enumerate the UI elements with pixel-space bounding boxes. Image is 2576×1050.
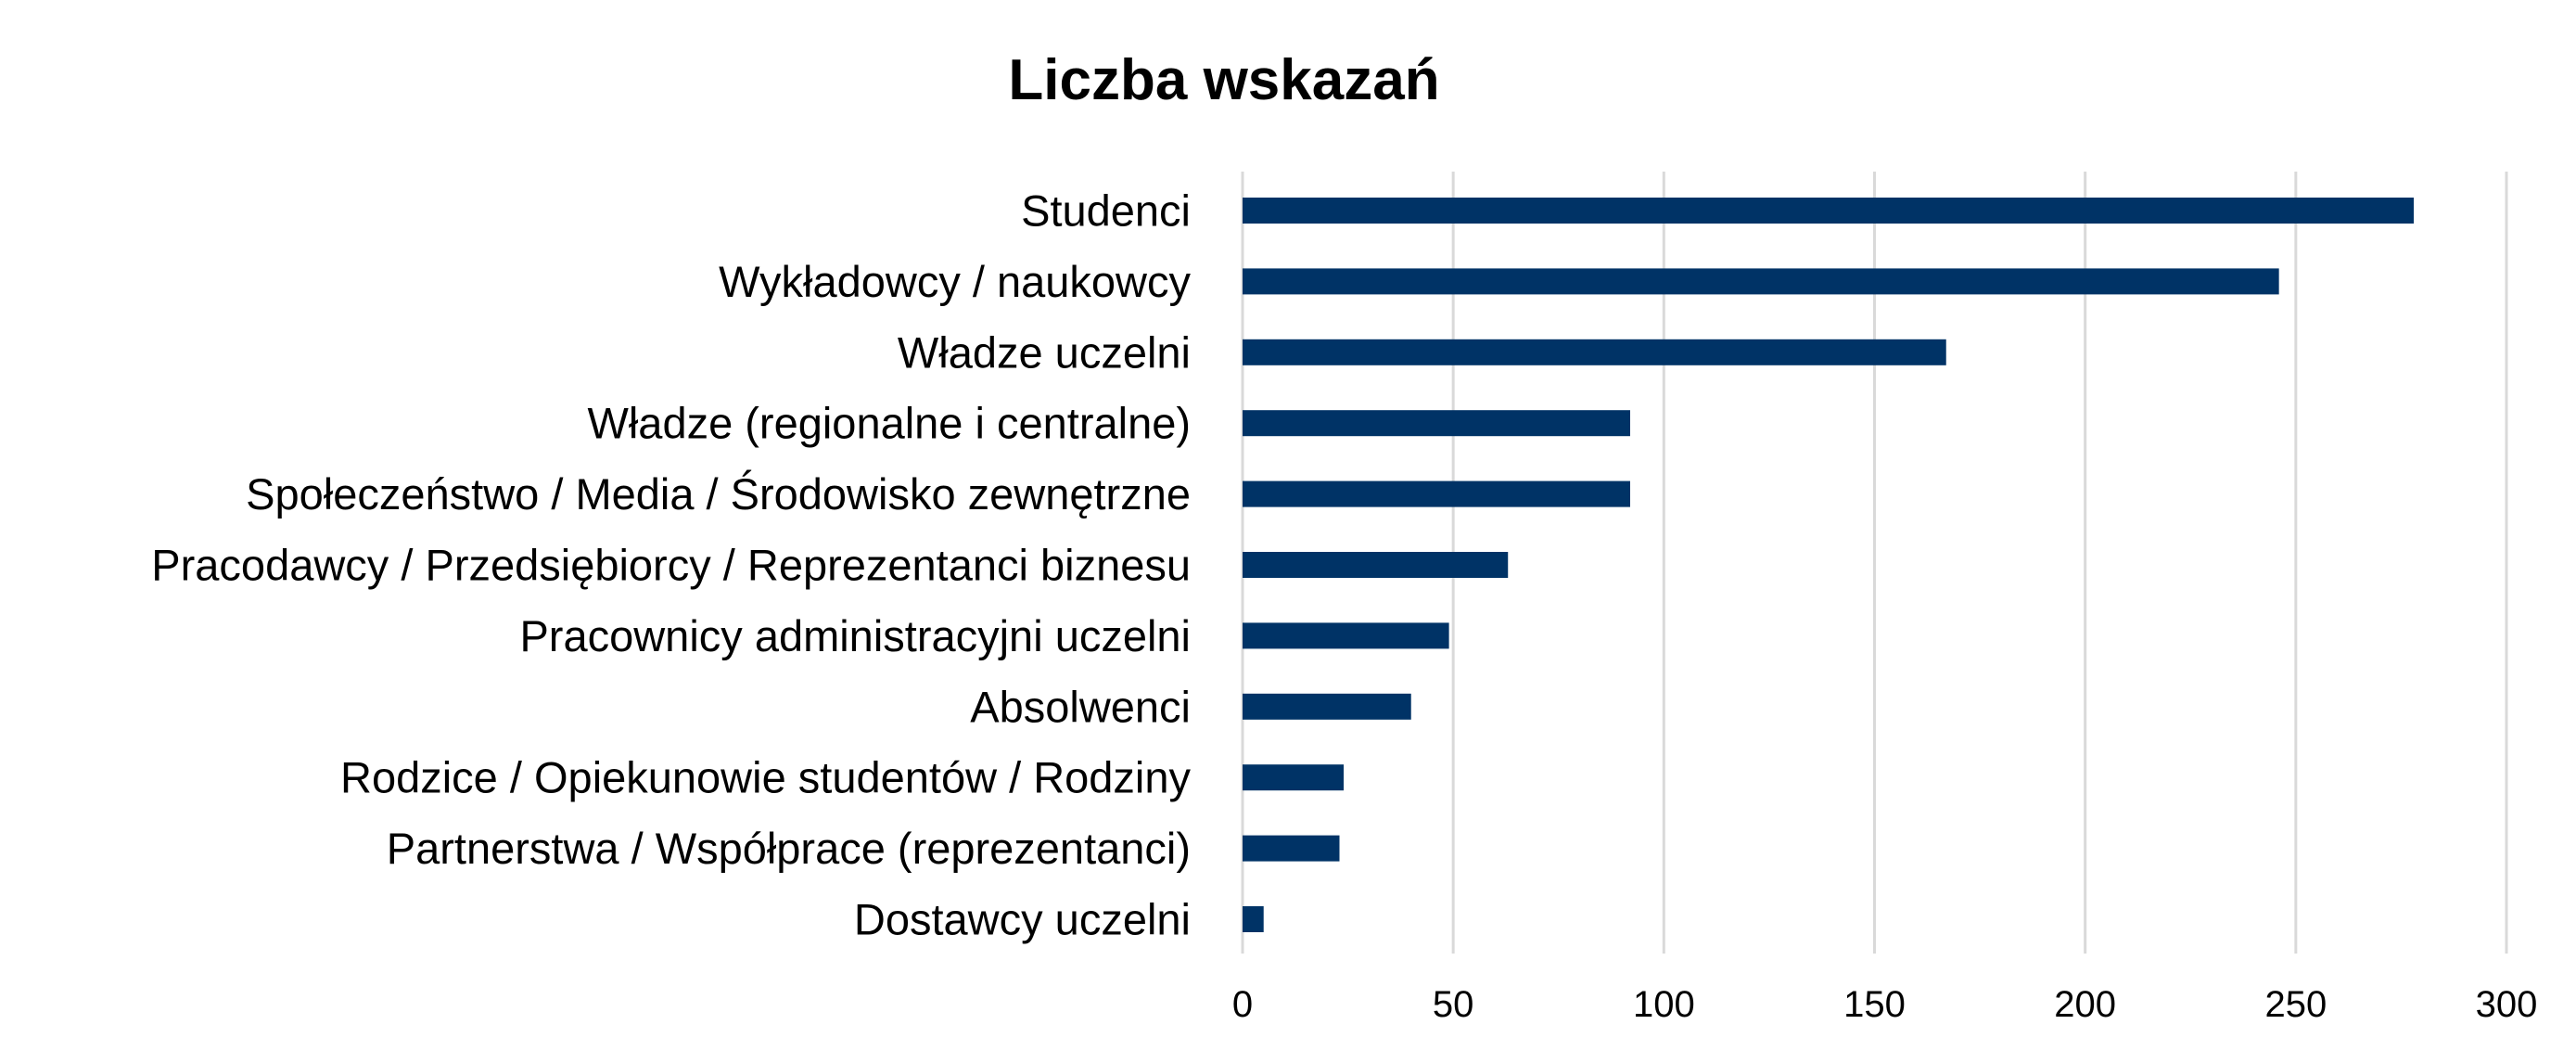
bar — [1243, 339, 1946, 365]
category-labels: Studenci Wykładowcy / naukowcy Władze ucze… — [151, 186, 1191, 944]
bar — [1243, 906, 1264, 932]
category-label: Rodzice / Opiekunowie studentów / Rodzin… — [340, 753, 1191, 802]
x-tick-label: 300 — [2476, 984, 2538, 1025]
bar — [1243, 835, 1340, 862]
bars — [1243, 198, 2415, 932]
category-label: Społeczeństwo / Media / Środowisko zewnę… — [246, 469, 1191, 519]
bar — [1243, 480, 1630, 507]
gridlines — [1241, 172, 2508, 954]
category-label: Wykładowcy / naukowcy — [719, 257, 1191, 306]
bar — [1243, 552, 1509, 578]
x-tick-label: 250 — [2264, 984, 2327, 1025]
x-tick-label: 150 — [1843, 984, 1906, 1025]
category-label: Władze (regionalne i centralne) — [588, 399, 1192, 448]
category-label: Pracodawcy / Przedsiębiorcy / Reprezenta… — [151, 541, 1191, 590]
x-tick-label: 100 — [1633, 984, 1695, 1025]
bar — [1243, 268, 2279, 295]
bar — [1243, 410, 1630, 437]
bar — [1243, 693, 1411, 720]
chart-title: Liczba wskazań — [1008, 48, 1439, 112]
category-label: Pracownicy administracyjni uczelni — [519, 611, 1191, 660]
category-label: Absolwenci — [970, 682, 1191, 731]
bar — [1243, 198, 2415, 224]
category-label: Władze uczelni — [898, 327, 1191, 377]
x-tick-label: 0 — [1232, 984, 1253, 1025]
category-label: Dostawcy uczelni — [854, 895, 1191, 944]
x-axis-tick-labels: 0 50 100 150 200 250 300 — [1232, 984, 2538, 1025]
bar — [1243, 622, 1449, 649]
x-tick-label: 50 — [1433, 984, 1474, 1025]
category-label: Studenci — [1021, 186, 1191, 236]
bar — [1243, 764, 1345, 791]
category-label: Partnerstwa / Współprace (reprezentanci) — [387, 824, 1191, 873]
x-tick-label: 200 — [2054, 984, 2116, 1025]
